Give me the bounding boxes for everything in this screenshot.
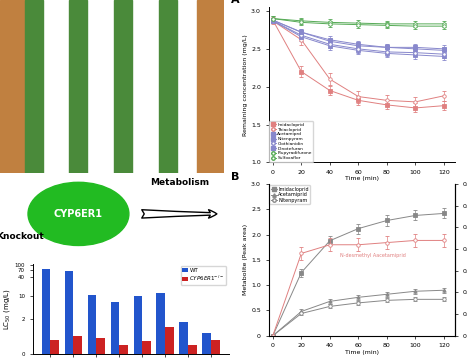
Text: B: B [231, 171, 240, 182]
Bar [179, 322, 188, 354]
Bar [96, 338, 105, 354]
X-axis label: Time (min): Time (min) [345, 177, 379, 182]
Text: Knockout: Knockout [0, 232, 44, 241]
Text: N-desmethyl Aacetamiprid: N-desmethyl Aacetamiprid [340, 253, 405, 258]
Bar [70, 0, 87, 173]
Legend: Imidacloprid, Thiacloprid, Acetamiprd, Nitenpyram, Clothianidin, Dinotefuran, Fl: Imidacloprid, Thiacloprid, Acetamiprd, N… [269, 121, 313, 162]
Bar [64, 271, 73, 354]
Bar [156, 293, 165, 354]
Text: CYP6ER1: CYP6ER1 [54, 209, 103, 219]
Legend: WT, $CYP6ER1^{-/-}$: WT, $CYP6ER1^{-/-}$ [181, 266, 226, 285]
Bar [119, 345, 128, 354]
Bar [73, 336, 82, 354]
Bar [50, 340, 59, 354]
Bar [188, 345, 197, 354]
Text: Metabolism: Metabolism [150, 178, 209, 187]
Bar [42, 269, 50, 354]
Bar [134, 296, 142, 354]
Bar [203, 333, 211, 354]
Bar [25, 0, 42, 173]
Bar [111, 303, 119, 354]
Bar [87, 295, 96, 354]
Y-axis label: LC$_{50}$ (mg/L): LC$_{50}$ (mg/L) [2, 288, 12, 330]
Bar [211, 340, 220, 354]
Bar [197, 0, 224, 173]
Bar [0, 0, 27, 173]
Y-axis label: Remaining concentration (mg/L): Remaining concentration (mg/L) [243, 34, 248, 136]
Bar [142, 342, 151, 354]
Y-axis label: Metabolite (Peak area): Metabolite (Peak area) [243, 224, 248, 296]
Bar [159, 0, 177, 173]
Text: A: A [231, 0, 240, 5]
Legend: Imidacloprid, Acetamiprid, Nitenpyram: Imidacloprid, Acetamiprid, Nitenpyram [269, 185, 311, 204]
X-axis label: Time (min): Time (min) [345, 350, 379, 355]
Bar [114, 0, 132, 173]
Bar [165, 327, 174, 354]
Ellipse shape [28, 182, 129, 245]
